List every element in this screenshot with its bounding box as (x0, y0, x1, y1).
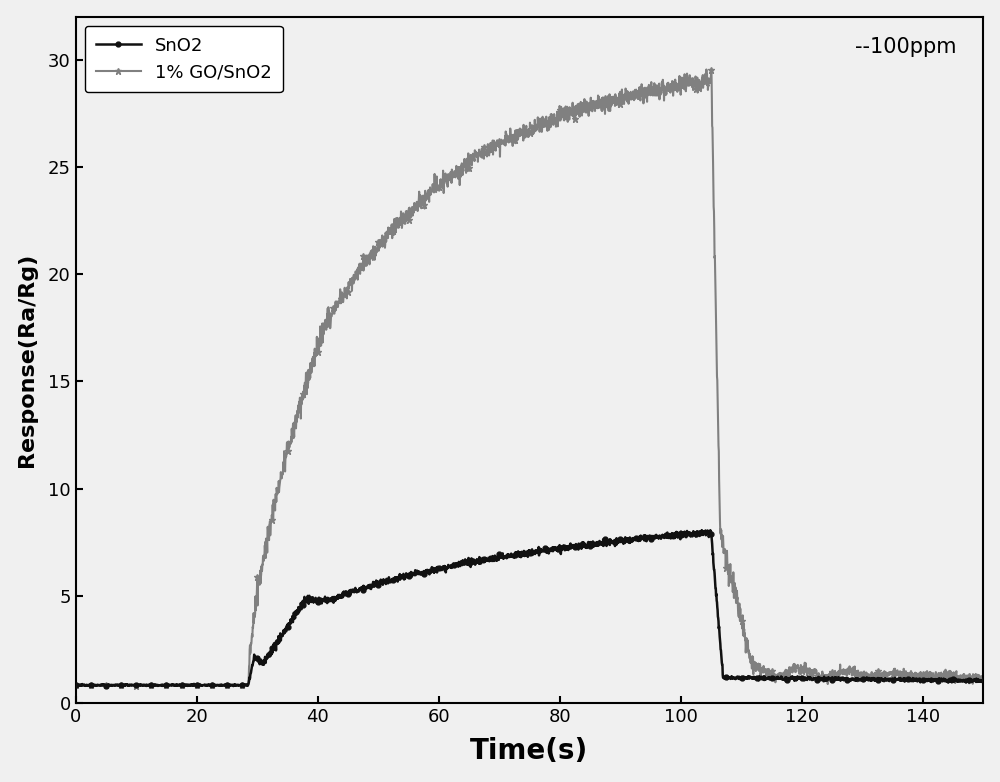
1% GO/SnO2 (977, 672, 989, 681)
SnO2 (173, 680, 185, 690)
X-axis label: Time(s): Time(s) (470, 737, 589, 766)
Legend: SnO2, 1% GO/SnO2: SnO2, 1% GO/SnO2 (85, 26, 283, 92)
Y-axis label: Response(Ra/Rg): Response(Ra/Rg) (17, 253, 37, 467)
1% GO/SnO2 (140, 682, 152, 691)
SnO2 (960, 678, 972, 687)
SnO2 (70, 680, 82, 690)
1% GO/SnO2 (70, 680, 82, 690)
1% GO/SnO2 (700, 65, 712, 74)
SnO2 (977, 674, 989, 683)
1% GO/SnO2 (960, 671, 972, 680)
1% GO/SnO2 (418, 197, 430, 206)
1% GO/SnO2 (457, 167, 469, 176)
1% GO/SnO2 (227, 680, 239, 690)
1% GO/SnO2 (862, 669, 874, 679)
1% GO/SnO2 (173, 680, 185, 690)
SnO2 (862, 676, 874, 685)
Text: --100ppm: --100ppm (855, 38, 956, 57)
SnO2 (457, 559, 469, 569)
SnO2 (696, 526, 708, 535)
Line: 1% GO/SnO2: 1% GO/SnO2 (73, 66, 986, 690)
SnO2 (227, 681, 239, 691)
Line: SnO2: SnO2 (73, 528, 986, 688)
SnO2 (227, 681, 239, 691)
SnO2 (418, 566, 430, 576)
